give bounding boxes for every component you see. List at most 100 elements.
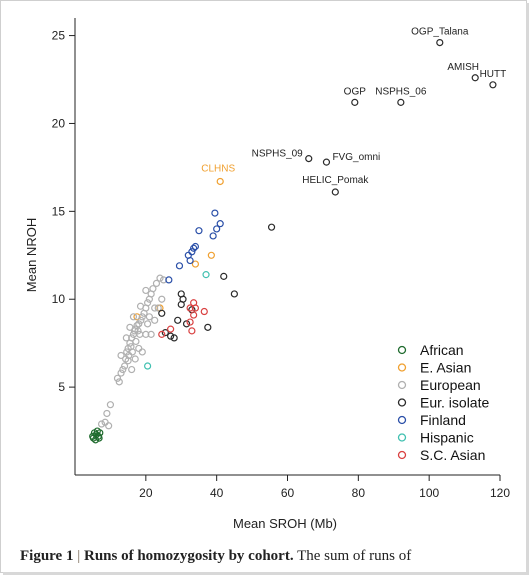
annotation-label: CLHNS xyxy=(201,163,235,174)
point-european xyxy=(126,323,134,331)
point-e-asian xyxy=(207,251,215,259)
point-finland xyxy=(175,262,184,270)
annotation-label: NSPHS_06 xyxy=(375,86,427,97)
point-eur-isolate xyxy=(305,155,313,163)
annotation-label: NSPHS_09 xyxy=(252,149,304,160)
point-e-asian xyxy=(133,313,141,321)
point-finland xyxy=(191,242,200,251)
point-european xyxy=(132,337,140,346)
legend-label: Eur. isolate xyxy=(420,395,489,411)
point-european xyxy=(101,418,109,426)
legend-marker xyxy=(397,450,407,460)
point-european xyxy=(113,374,122,382)
x-tick-label: 120 xyxy=(490,486,510,500)
y-tick-label: 20 xyxy=(52,116,66,130)
point-eur-isolate xyxy=(161,329,169,337)
point-european xyxy=(115,378,123,386)
point-european xyxy=(142,330,150,338)
point-finland xyxy=(184,251,192,259)
point-european xyxy=(152,279,161,288)
point-eur-isolate xyxy=(471,74,479,82)
point-european xyxy=(159,276,168,284)
point-s-c-asian xyxy=(158,330,166,338)
point-european xyxy=(151,316,159,324)
annotation-label: HUTT xyxy=(480,69,507,80)
point-finland xyxy=(165,276,173,284)
point-finland xyxy=(216,220,224,228)
point-eur-isolate xyxy=(230,290,238,298)
point-european xyxy=(149,285,157,293)
point-eur-isolate xyxy=(174,316,182,324)
frame-shadow-bottom xyxy=(3,572,529,575)
legend-marker xyxy=(397,345,407,355)
y-tick-label: 15 xyxy=(52,204,66,218)
x-tick-label: 100 xyxy=(419,486,439,500)
point-european xyxy=(151,304,159,312)
point-eur-isolate xyxy=(158,309,166,317)
point-european xyxy=(117,351,125,360)
point-european xyxy=(122,334,130,342)
point-european xyxy=(124,357,132,365)
annotation-label: OGP xyxy=(344,86,367,97)
legend-label: Hispanic xyxy=(420,430,474,446)
frame-shadow-right xyxy=(526,3,529,575)
point-european xyxy=(105,422,113,430)
point-s-c-asian xyxy=(186,304,194,312)
point-eur-isolate xyxy=(351,98,359,106)
caption-separator: | xyxy=(77,548,81,564)
point-eur-isolate xyxy=(170,334,178,342)
legend-label: African xyxy=(420,342,464,358)
annotation-label: OGP_Talana xyxy=(411,27,469,38)
point-european xyxy=(144,299,152,307)
figure-caption: Figure 1 | Runs of homozygosity by cohor… xyxy=(20,548,411,565)
legend-label: E. Asian xyxy=(420,360,471,376)
point-eur-isolate xyxy=(182,320,191,328)
point-eur-isolate xyxy=(167,332,175,340)
annotation-label: HELIC_Pomak xyxy=(302,175,369,186)
point-european xyxy=(128,348,136,356)
legend-label: S.C. Asian xyxy=(420,447,485,463)
x-tick-label: 80 xyxy=(352,486,366,500)
point-eur-isolate xyxy=(322,158,331,166)
caption-title: Runs of homozygosity by cohort. xyxy=(83,548,294,564)
point-european xyxy=(156,274,164,282)
point-eur-isolate xyxy=(397,98,405,106)
point-european xyxy=(142,286,150,295)
point-eur-isolate xyxy=(267,223,276,231)
annotation-label: AMISH xyxy=(447,62,479,73)
point-eur-isolate xyxy=(489,81,497,89)
legend-marker xyxy=(397,380,407,390)
caption-text: The sum of runs of xyxy=(297,548,412,564)
point-s-c-asian xyxy=(190,311,198,319)
point-european xyxy=(97,420,106,428)
point-hispanic xyxy=(144,362,152,370)
point-european xyxy=(144,320,152,328)
legend-label: European xyxy=(420,377,481,393)
point-european xyxy=(131,355,139,363)
point-s-c-asian xyxy=(186,318,194,326)
point-european xyxy=(145,313,153,321)
point-s-c-asian xyxy=(188,327,196,335)
axis-ticks: 20 40 60 80 100 120 5 10 15 20 25 xyxy=(52,29,511,500)
point-s-c-asian xyxy=(167,325,175,333)
point-s-c-asian xyxy=(200,307,208,316)
point-european xyxy=(147,330,155,338)
point-european xyxy=(117,369,125,377)
point-european xyxy=(137,316,145,324)
point-european xyxy=(128,365,136,374)
x-tick-label: 60 xyxy=(281,486,295,500)
point-finland xyxy=(190,244,198,252)
point-finland xyxy=(213,225,221,233)
legend-marker xyxy=(397,398,407,407)
annotation-label: FVG_omni xyxy=(332,152,380,163)
point-european xyxy=(119,365,127,374)
data-points xyxy=(89,39,497,444)
point-european xyxy=(128,334,136,342)
y-tick-label: 25 xyxy=(52,29,66,43)
x-tick-label: 20 xyxy=(139,486,153,500)
point-eur-isolate xyxy=(220,272,228,280)
legend-marker xyxy=(397,363,407,372)
